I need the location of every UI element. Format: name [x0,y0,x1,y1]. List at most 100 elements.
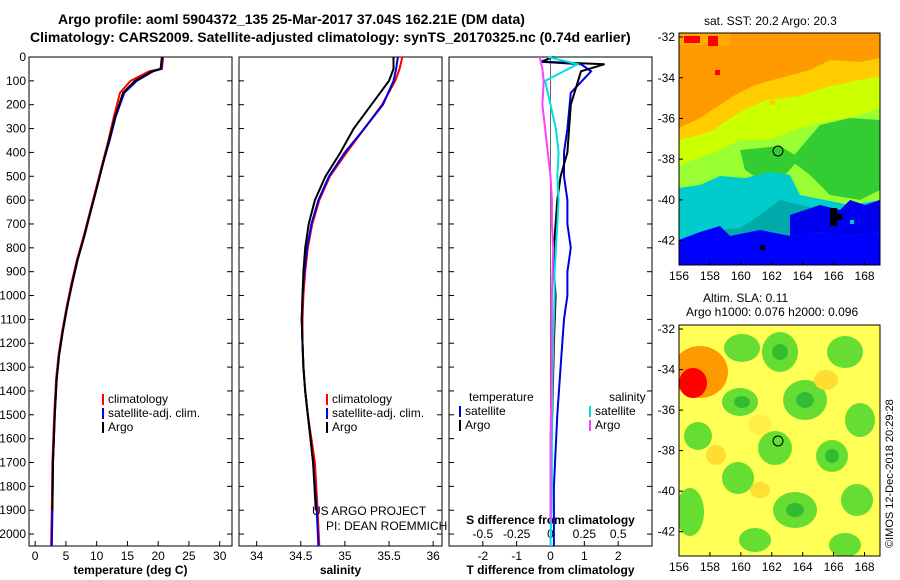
depth-tick-label: 1900 [0,503,26,517]
sal-xtick-label: 36 [426,549,440,563]
depth-tick-label: 1600 [0,432,26,446]
legend-label: climatology [108,392,168,406]
depth-tick-label: 500 [6,169,26,183]
depth-tick-label: 1100 [0,312,26,326]
title-line-1: Argo profile: aoml 5904372_135 25-Mar-20… [58,11,525,27]
legend-swatch [326,408,328,419]
map-lat-label: -38 [658,152,676,166]
legend-swatch [102,422,104,433]
temp-xtick-label: 25 [182,549,196,563]
legend-label: Argo [595,418,621,432]
map-lat-label: -42 [658,234,676,248]
watermark: ©IMOS 12-Dec-2018 20:29:28 [884,399,896,548]
depth-tick-label: 200 [6,98,26,112]
salinity-diff-tick-label: 0.5 [610,527,627,541]
diff-xtick-label: 0 [547,549,554,563]
map-lon-label: 164 [793,560,813,574]
legend-label: Argo [332,420,358,434]
depth-tick-label: 1800 [0,479,26,493]
map-lon-label: 162 [762,269,782,283]
map-lon-label: 156 [669,269,689,283]
title-line-2: Climatology: CARS2009. Satellite-adjuste… [30,29,631,45]
series-line [540,56,593,546]
temp-xtick-label: 30 [213,549,227,563]
legend-label: Argo [465,418,491,432]
depth-tick-label: 400 [6,145,26,159]
map-lon-label: 160 [731,560,751,574]
series-line [51,56,163,511]
diff-xtick-label: -1 [511,549,522,563]
credit-line-2: PI: DEAN ROEMMICH [326,519,447,533]
legend-heading: salinity [609,390,646,404]
map-lon-label: 160 [731,269,751,283]
map-lat-label: -38 [658,444,676,458]
sal-xtick-label: 35 [338,549,352,563]
sst-profile-marker [772,145,784,157]
depth-tick-label: 900 [6,265,26,279]
legend-label: satellite-adj. clim. [332,406,424,420]
diff-xlabel: T difference from climatology [466,563,634,577]
depth-tick-label: 600 [6,193,26,207]
map-lon-label: 166 [824,269,844,283]
series-line [300,57,395,511]
map-lat-label: -36 [658,111,676,125]
depth-tick-label: 1500 [0,408,26,422]
map-lat-label: -32 [658,322,676,336]
legend-swatch [589,420,591,431]
temperature-panel: 0100200300400500600700800900100011001200… [0,50,233,577]
temp-xlabel: temperature (deg C) [73,563,187,577]
map-lat-label: -34 [658,71,676,85]
legend-swatch [459,420,461,431]
legend-heading: temperature [469,390,534,404]
legend-swatch [102,394,104,405]
sla-map: Altim. SLA: 0.11 Argo h1000: 0.076 h2000… [678,291,881,557]
sla-title: Altim. SLA: 0.11 [703,291,788,305]
map-lon-label: 166 [824,560,844,574]
salinity-diff-tick-label: 0.25 [573,527,597,541]
depth-tick-label: 100 [6,74,26,88]
depth-tick-label: 0 [19,50,26,64]
legend-label: satellite-adj. clim. [108,406,200,420]
salinity-diff-tick-label: -0.25 [503,527,531,541]
map-lon-label: 158 [700,560,720,574]
sal-frame [238,56,443,547]
temp-xtick-label: 20 [152,549,166,563]
depth-tick-label: 700 [6,217,26,231]
legend-label: Argo [108,420,134,434]
sal-xlabel: salinity [320,563,362,577]
map-lon-label: 162 [762,560,782,574]
map-lon-label: 168 [855,560,875,574]
sla-profile-marker [772,435,784,447]
series-line [538,56,555,523]
sal-xtick-label: 34 [250,549,264,563]
sal-xtick-label: 35.5 [377,549,401,563]
salinity-diff-tick-label: -0.5 [472,527,493,541]
depth-tick-label: 1200 [0,336,26,350]
sla-subtitle: Argo h1000: 0.076 h2000: 0.096 [686,305,858,319]
temp-xtick-label: 0 [32,549,39,563]
map-lat-label: -42 [658,525,676,539]
temp-xtick-label: 5 [63,549,70,563]
credit-line-1: US ARGO PROJECT [312,504,427,518]
depth-tick-label: 2000 [0,527,26,541]
diff-xtick-label: -2 [477,549,488,563]
depth-tick-label: 1000 [0,289,26,303]
map-lat-label: -32 [658,30,676,44]
temp-xtick-label: 15 [121,549,135,563]
depth-tick-label: 1400 [0,384,26,398]
diff-xtick-label: 1 [581,549,588,563]
sal-xtick-label: 34.5 [289,549,313,563]
legend-label: climatology [332,392,392,406]
map-lat-label: -40 [658,484,676,498]
diff-xtick-label: 2 [615,549,622,563]
map-lon-label: 168 [855,269,875,283]
legend-swatch [326,422,328,433]
depth-tick-label: 1700 [0,456,26,470]
map-axes: 156 158 160 162 164 166 168 -32 -34 -36 -38 -40 -42 1… [658,30,875,574]
map-lat-label: -40 [658,193,676,207]
map-lon-label: 164 [793,269,813,283]
legend-label: satellite [465,404,506,418]
temp-frame [28,56,233,547]
legend-swatch [589,406,591,417]
